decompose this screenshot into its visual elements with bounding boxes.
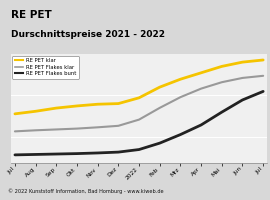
Text: © 2022 Kunststoff Information, Bad Homburg - www.kiweb.de: © 2022 Kunststoff Information, Bad Hombu… — [8, 189, 164, 194]
Text: RE PET: RE PET — [11, 10, 52, 20]
Legend: RE PET klar, RE PET Flakes klar, RE PET Flakes bunt: RE PET klar, RE PET Flakes klar, RE PET … — [12, 56, 79, 79]
Text: Durschnittspreise 2021 - 2022: Durschnittspreise 2021 - 2022 — [11, 30, 165, 39]
